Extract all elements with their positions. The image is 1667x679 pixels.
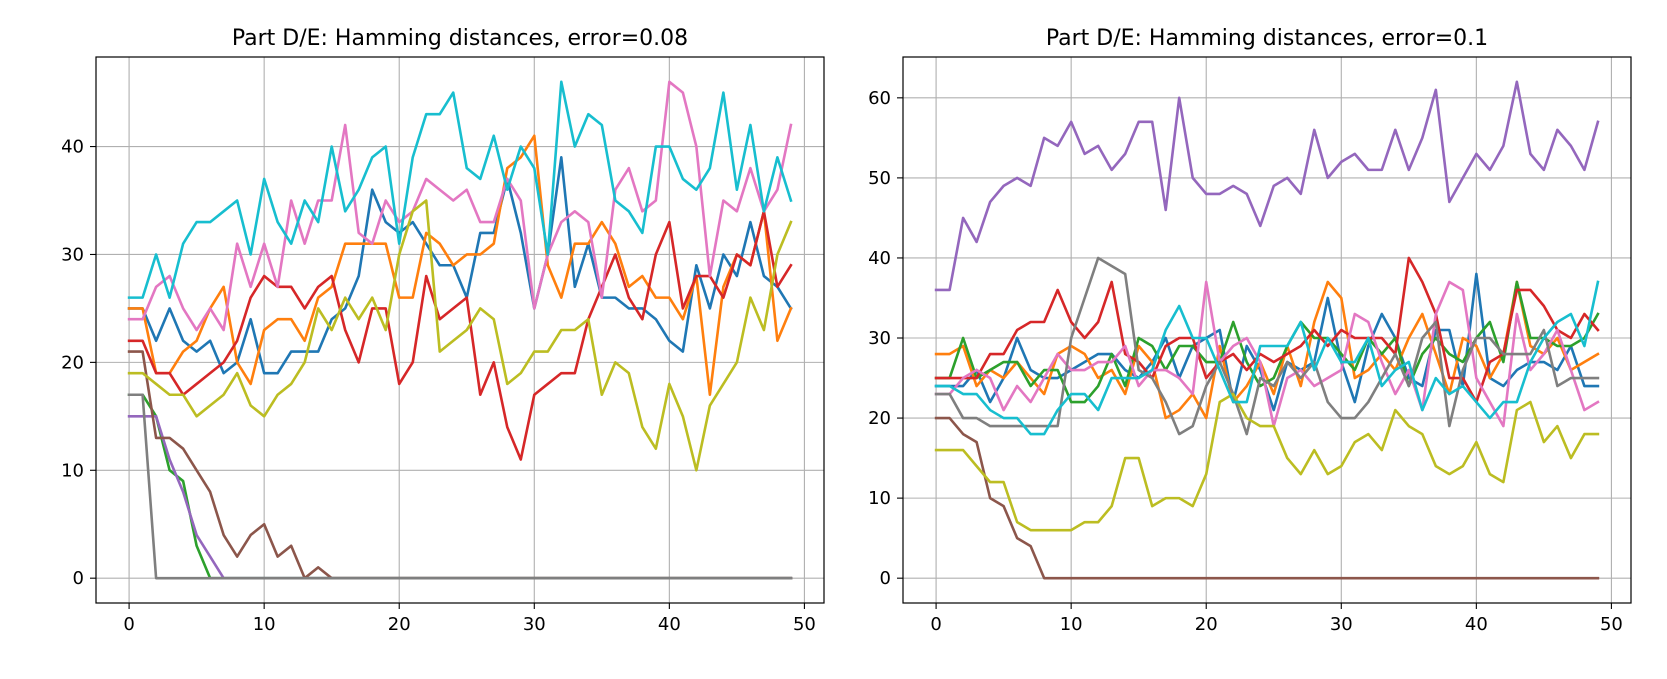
plot-frame [95,56,825,604]
plot-frame [902,56,1632,604]
x-tick-label: 50 [793,614,816,635]
series-line-5 [934,416,1600,580]
series-line-6 [934,280,1600,428]
y-tick-label: 20 [61,352,84,373]
x-tick-label: 0 [123,614,134,635]
chart-title: Part D/E: Hamming distances, error=0.1 [1046,26,1488,51]
series-line-0 [127,156,793,375]
x-tick-label: 50 [1600,614,1623,635]
x-tick-label: 40 [658,614,681,635]
series-line-3 [934,256,1600,404]
axes-ticks: 0 10 20 30 40 50 0 10 20 30 40 [61,137,816,635]
y-tick-label: 60 [868,88,891,109]
y-tick-label: 0 [73,568,84,589]
axes-ticks: 0 10 20 30 40 50 0 10 20 30 40 50 60 [868,88,1623,635]
series-line-7 [127,393,793,580]
y-tick-label: 40 [868,248,891,269]
y-tick-label: 10 [868,488,891,509]
chart-panel-left: Part D/E: Hamming distances, error=0.08 … [61,26,825,635]
series-line-2 [127,393,793,580]
chart-title: Part D/E: Hamming distances, error=0.08 [232,26,688,51]
y-tick-label: 50 [868,168,891,189]
x-tick-label: 40 [1465,614,1488,635]
series-line-7 [934,256,1600,436]
y-tick-label: 0 [880,568,891,589]
y-tick-label: 10 [61,460,84,481]
y-tick-label: 20 [868,408,891,429]
y-tick-label: 30 [61,244,84,265]
series-line-1 [127,134,793,397]
series-line-9 [934,280,1600,436]
chart-panel-right: Part D/E: Hamming distances, error=0.1 0… [868,26,1632,635]
series-line-8 [127,199,793,472]
y-tick-label: 30 [868,328,891,349]
series-line-8 [934,392,1600,532]
x-tick-label: 20 [388,614,411,635]
x-tick-label: 10 [253,614,276,635]
x-tick-label: 20 [1195,614,1218,635]
series-line-4 [127,415,793,580]
series-line-6 [127,80,793,332]
series-lines [934,80,1600,580]
x-tick-label: 30 [1330,614,1353,635]
series-line-9 [127,80,793,299]
x-tick-label: 30 [523,614,546,635]
series-lines [127,80,793,580]
y-tick-label: 40 [61,137,84,158]
x-tick-label: 0 [930,614,941,635]
x-tick-label: 10 [1060,614,1083,635]
series-line-4 [934,80,1600,292]
series-line-3 [127,210,793,461]
